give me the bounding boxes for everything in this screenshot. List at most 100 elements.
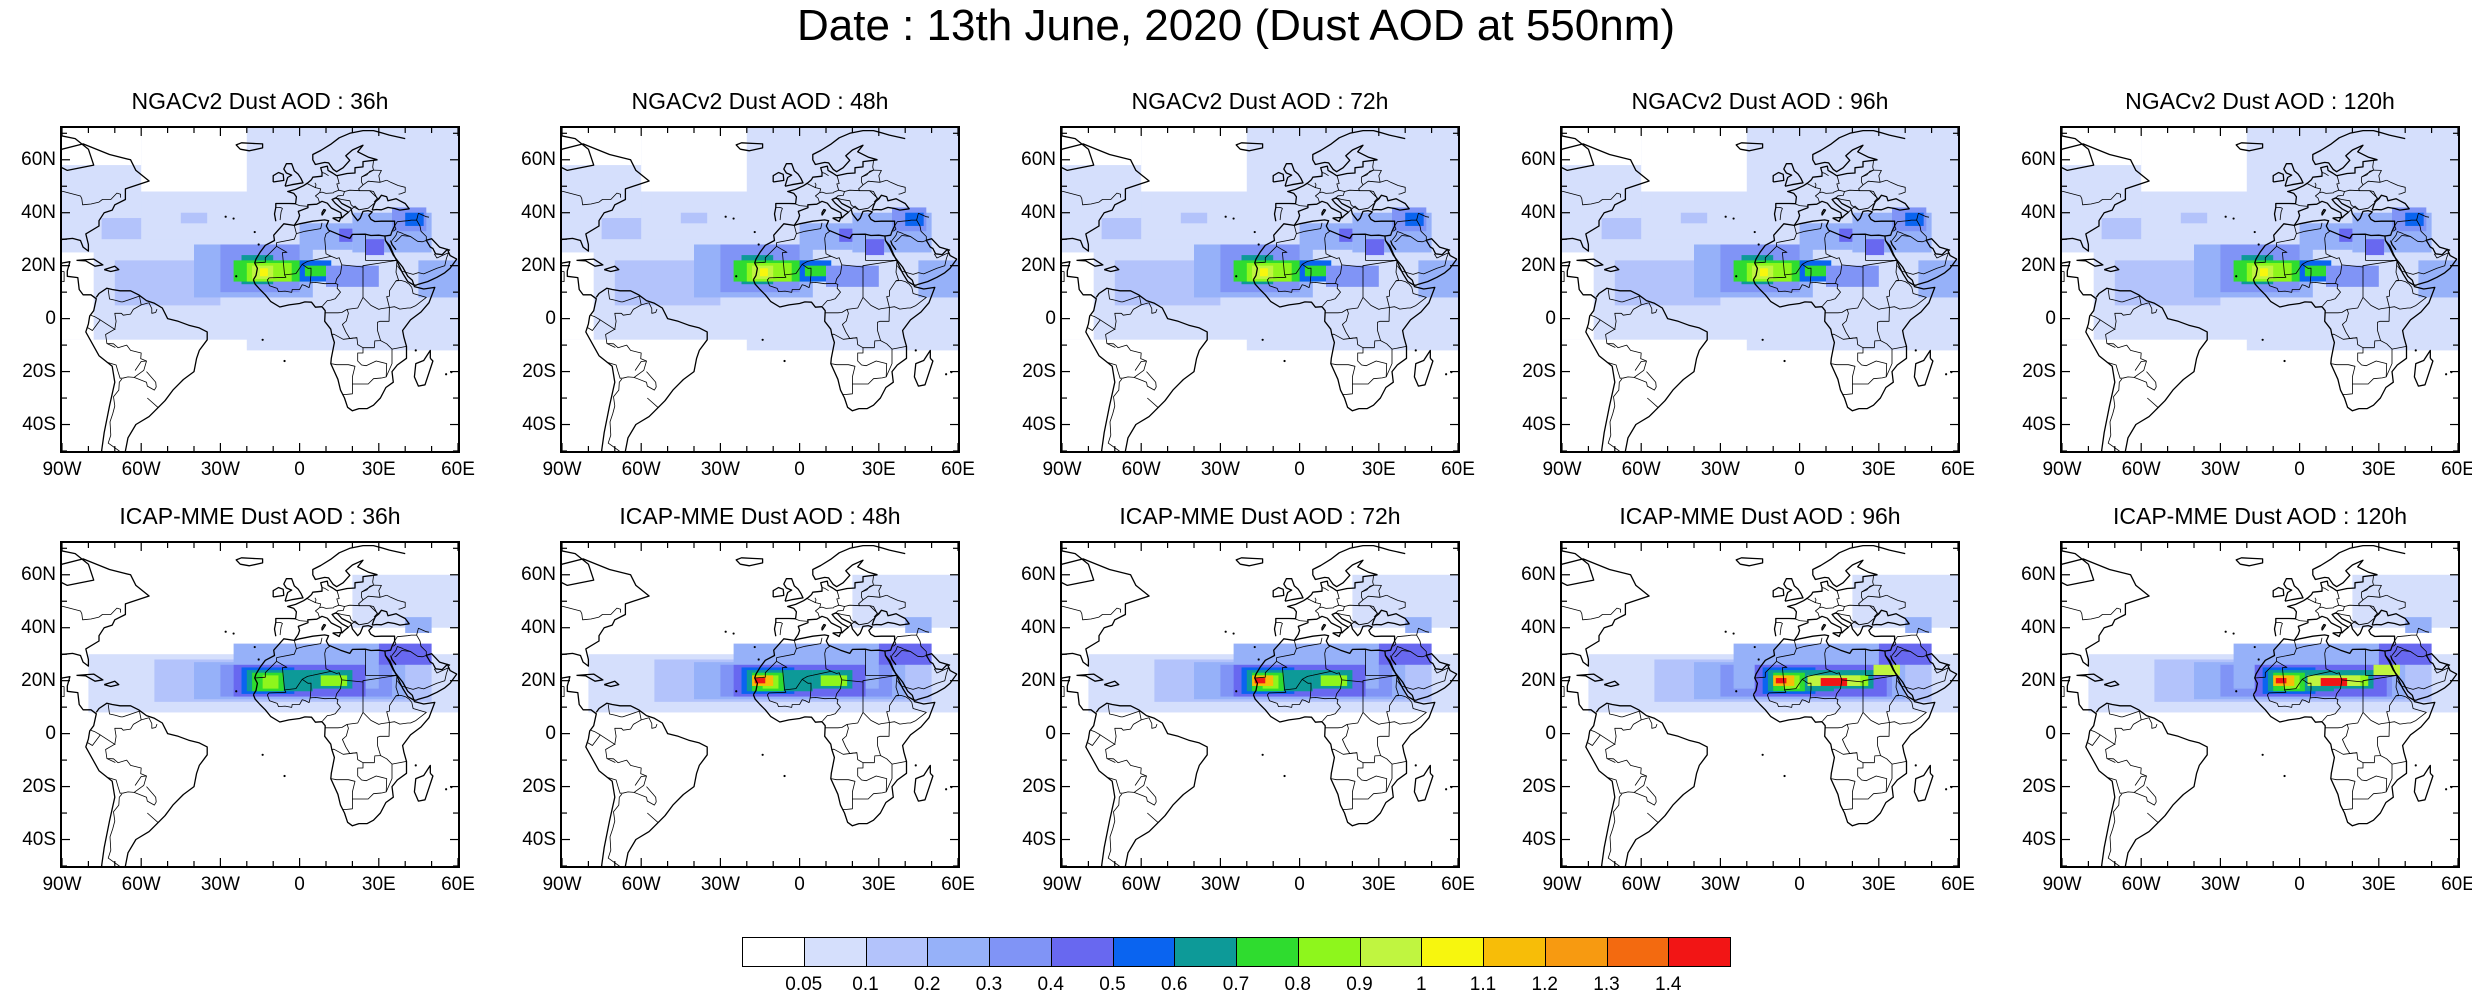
lat-tick-label: 40S bbox=[22, 413, 56, 435]
colorbar-swatch bbox=[803, 937, 867, 967]
lon-tick-label: 90W bbox=[542, 459, 582, 480]
colorbar-label: 0.9 bbox=[1346, 974, 1373, 995]
lon-tick-label: 0 bbox=[2294, 874, 2305, 895]
lat-tick-label: 20S bbox=[1522, 360, 1556, 382]
map-plot-area bbox=[1560, 541, 1960, 868]
lon-tick-label: 60W bbox=[621, 874, 661, 895]
lon-tick-label: 90W bbox=[42, 874, 82, 895]
lat-tick-label: 40N bbox=[1521, 201, 1556, 223]
lat-tick-label: 40S bbox=[522, 413, 556, 435]
lat-tick-label: 40N bbox=[521, 616, 556, 638]
colorbar-label: 0.3 bbox=[975, 974, 1003, 995]
panel-title: ICAP-MME Dust AOD : 120h bbox=[2113, 503, 2407, 529]
colorbar-label: 0.5 bbox=[1099, 974, 1126, 995]
colorbar-swatch bbox=[1668, 937, 1731, 967]
lon-tick-label: 60W bbox=[1121, 459, 1161, 480]
lat-tick-label: 20N bbox=[21, 669, 56, 691]
lon-tick-label: 90W bbox=[42, 459, 82, 480]
colorbar-label: 1.4 bbox=[1655, 974, 1682, 995]
small-islands bbox=[1224, 630, 1453, 791]
colorbar-swatch bbox=[989, 937, 1052, 967]
map-plot-area bbox=[1060, 126, 1460, 453]
lon-tick-label: 30E bbox=[861, 459, 896, 480]
map-canvas bbox=[1062, 128, 1458, 451]
country-borders bbox=[1562, 576, 1949, 866]
lat-tick-label: 0 bbox=[1045, 307, 1056, 329]
panel-title: ICAP-MME Dust AOD : 96h bbox=[1619, 503, 1901, 529]
colorbar-label: 0.1 bbox=[852, 974, 879, 995]
panel-title: ICAP-MME Dust AOD : 36h bbox=[119, 503, 401, 529]
country-borders bbox=[1562, 161, 1949, 451]
colorbar-swatch bbox=[1236, 937, 1299, 967]
lon-tick-label: 60E bbox=[941, 459, 975, 480]
lat-tick-label: 40N bbox=[1021, 616, 1056, 638]
lon-tick-label: 0 bbox=[1794, 874, 1805, 895]
figure-title: Date : 13th June, 2020 (Dust AOD at 550n… bbox=[796, 1, 1676, 50]
lon-tick-label: 60W bbox=[621, 459, 661, 480]
lon-tick-label: 0 bbox=[1294, 459, 1305, 480]
lat-tick-label: 20S bbox=[22, 775, 56, 797]
lat-tick-label: 60N bbox=[21, 148, 56, 170]
lat-tick-label: 20N bbox=[521, 669, 556, 691]
panel-title: NGACv2 Dust AOD : 120h bbox=[2125, 88, 2395, 114]
lat-tick-label: 60N bbox=[21, 563, 56, 585]
map-plot-area bbox=[1560, 126, 1960, 453]
map-canvas bbox=[62, 128, 458, 451]
small-islands bbox=[724, 215, 953, 376]
small-islands bbox=[2224, 630, 2453, 791]
lat-tick-label: 20N bbox=[1021, 254, 1056, 276]
lon-tick-label: 60E bbox=[1941, 459, 1975, 480]
small-islands bbox=[724, 630, 953, 791]
panel-title: NGACv2 Dust AOD : 48h bbox=[631, 88, 889, 114]
map-canvas bbox=[2062, 543, 2458, 866]
lat-tick-label: 40N bbox=[21, 616, 56, 638]
country-borders bbox=[62, 576, 449, 866]
lat-tick-label: 0 bbox=[1045, 722, 1056, 744]
lon-tick-label: 0 bbox=[794, 459, 805, 480]
colorbar-swatch bbox=[865, 937, 929, 967]
lon-tick-label: 90W bbox=[542, 874, 582, 895]
lon-tick-label: 60W bbox=[1121, 874, 1161, 895]
colorbar-label: 1.3 bbox=[1593, 974, 1620, 995]
lon-tick-label: 30W bbox=[700, 459, 740, 480]
lon-tick-label: 60E bbox=[441, 459, 475, 480]
lon-tick-label: 30E bbox=[361, 874, 396, 895]
lon-tick-label: 60W bbox=[2121, 459, 2161, 480]
coastlines bbox=[2062, 544, 2458, 866]
axis-ticks bbox=[62, 128, 458, 451]
axis-ticks bbox=[562, 128, 958, 451]
lon-tick-label: 60W bbox=[1621, 874, 1661, 895]
lat-tick-label: 60N bbox=[1021, 148, 1056, 170]
lat-tick-label: 20N bbox=[1021, 669, 1056, 691]
panel-title: ICAP-MME Dust AOD : 48h bbox=[619, 503, 901, 529]
lat-tick-label: 60N bbox=[1021, 563, 1056, 585]
country-borders bbox=[562, 576, 949, 866]
lat-tick-label: 60N bbox=[521, 563, 556, 585]
lat-tick-label: 0 bbox=[45, 722, 56, 744]
lon-tick-label: 90W bbox=[2042, 459, 2082, 480]
coastlines bbox=[562, 129, 958, 451]
axis-ticks bbox=[1562, 128, 1958, 451]
lat-tick-label: 40S bbox=[1022, 413, 1056, 435]
lat-tick-label: 20N bbox=[2021, 669, 2056, 691]
axis-ticks bbox=[562, 543, 958, 866]
colorbar-label: 0.6 bbox=[1161, 974, 1188, 995]
colorbar-label: 1.1 bbox=[1469, 974, 1497, 995]
axis-ticks bbox=[2062, 543, 2458, 866]
lat-tick-label: 60N bbox=[1521, 148, 1556, 170]
lat-tick-label: 20S bbox=[522, 360, 556, 382]
lat-tick-label: 40S bbox=[1022, 828, 1056, 850]
country-borders bbox=[1062, 576, 1449, 866]
lon-tick-label: 60E bbox=[941, 874, 975, 895]
map-plot-area bbox=[60, 541, 460, 868]
colorbar-swatch bbox=[1174, 937, 1237, 967]
lon-tick-label: 30E bbox=[1861, 459, 1896, 480]
small-islands bbox=[2224, 215, 2453, 376]
colorbar-swatch bbox=[1297, 937, 1361, 967]
axis-ticks bbox=[2062, 128, 2458, 451]
coastlines bbox=[1062, 544, 1458, 866]
lon-tick-label: 60E bbox=[2441, 459, 2472, 480]
country-borders bbox=[2062, 161, 2449, 451]
dust-aod-field bbox=[562, 128, 958, 451]
country-borders bbox=[2062, 576, 2449, 866]
